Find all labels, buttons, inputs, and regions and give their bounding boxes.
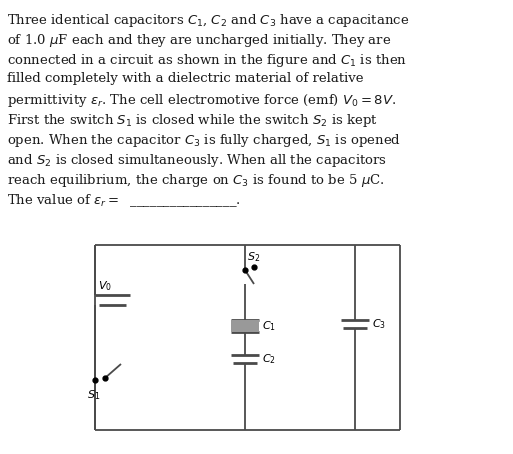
Text: The value of $\varepsilon_r$$=$  ________________.: The value of $\varepsilon_r$$=$ ________… [7, 192, 241, 209]
Text: First the switch $\mathit{S}_1$ is closed while the switch $\mathit{S}_2$ is kep: First the switch $\mathit{S}_1$ is close… [7, 112, 378, 129]
Text: reach equilibrium, the charge on $\mathit{C}_3$ is found to be 5 $\mu$C.: reach equilibrium, the charge on $\mathi… [7, 172, 385, 189]
Text: $\mathit{C}_1$: $\mathit{C}_1$ [262, 319, 276, 333]
Text: $\mathit{C}_3$: $\mathit{C}_3$ [372, 317, 386, 331]
Text: connected in a circuit as shown in the figure and $\mathit{C}_1$ is then: connected in a circuit as shown in the f… [7, 52, 407, 69]
Text: $\mathit{S}_1$: $\mathit{S}_1$ [87, 388, 101, 402]
Text: permittivity $\varepsilon_r$. The cell electromotive force (emf) $\mathit{V}_0$$: permittivity $\varepsilon_r$. The cell e… [7, 92, 397, 109]
Bar [231, 320, 259, 332]
Text: and $\mathit{S}_2$ is closed simultaneously. When all the capacitors: and $\mathit{S}_2$ is closed simultaneou… [7, 152, 387, 169]
Text: $\mathit{C}_2$: $\mathit{C}_2$ [262, 352, 276, 366]
Text: open. When the capacitor $\mathit{C}_3$ is fully charged, $\mathit{S}_1$ is open: open. When the capacitor $\mathit{C}_3$ … [7, 132, 401, 149]
Text: filled completely with a dielectric material of relative: filled completely with a dielectric mate… [7, 72, 364, 85]
Text: of 1.0 $\mu$F each and they are uncharged initially. They are: of 1.0 $\mu$F each and they are uncharge… [7, 32, 391, 49]
Text: $\mathit{S}_2$: $\mathit{S}_2$ [247, 250, 260, 264]
Text: Three identical capacitors $\mathit{C}_1$, $\mathit{C}_2$ and $\mathit{C}_3$ hav: Three identical capacitors $\mathit{C}_1… [7, 12, 409, 29]
Text: $\mathit{V}_0$: $\mathit{V}_0$ [98, 279, 112, 293]
